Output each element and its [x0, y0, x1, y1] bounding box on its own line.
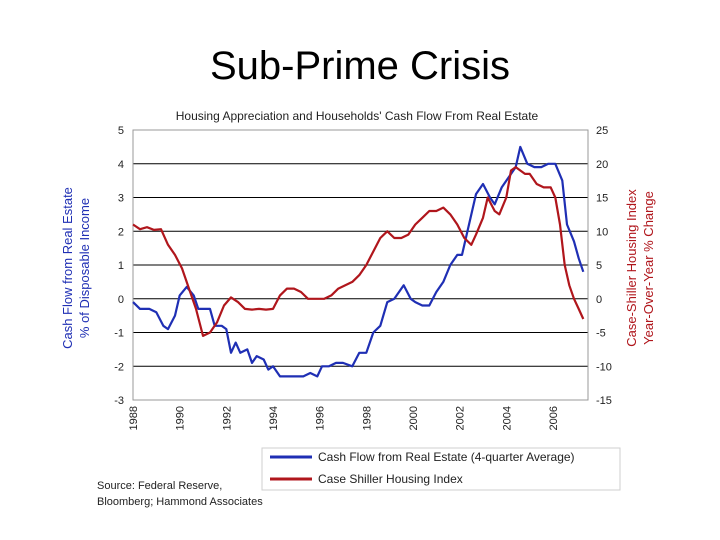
y-tick-label-1: 4 [118, 159, 124, 171]
y2-tick-label-4: 5 [596, 260, 602, 272]
y-tick-label-0: 5 [118, 125, 124, 137]
x-axis-ticks: 1988 1990 1992 1994 1996 1998 2000 2002 2004 2006 [128, 406, 560, 430]
plot-frame [132, 129, 589, 401]
y2-tick-label-5: 0 [596, 294, 602, 306]
y2-tick-label-0: 25 [596, 125, 608, 137]
x-tick-label-6: 2000 [408, 406, 420, 430]
y2-tick-label-6: -5 [596, 328, 606, 340]
slide-title: Sub-Prime Crisis [209, 44, 511, 88]
y2-tick-label-1: 20 [596, 159, 608, 171]
y-axis-label-line-1: Cash Flow from Real Estate [60, 187, 75, 349]
legend-box [261, 447, 621, 491]
chart-title: Housing Appreciation and Households' Cas… [176, 109, 539, 123]
x-tick-label-0: 1988 [128, 406, 140, 430]
y2-tick-label-8: -15 [596, 395, 612, 407]
source-line-2: Bloomberg; Hammond Associates [97, 496, 263, 508]
y-tick-label-8: -3 [114, 395, 124, 407]
y2-tick-label-3: 10 [596, 226, 608, 238]
y2-axis-label-line-2: Year-Over-Year % Change [641, 191, 656, 345]
x-tick-label-4: 1996 [315, 406, 327, 430]
y-tick-label-2: 3 [118, 193, 124, 205]
y2-tick-label-7: -10 [596, 361, 612, 373]
x-tick-label-7: 2002 [455, 406, 467, 430]
y-tick-label-7: -2 [114, 361, 124, 373]
x-tick-label-9: 2006 [548, 406, 560, 430]
legend-label-cash-flow: Cash Flow from Real Estate (4-quarter Av… [318, 450, 575, 464]
x-tick-label-1: 1990 [175, 406, 187, 430]
y-axis-ticks: 5 4 3 2 1 0 -1 -2 -3 [114, 125, 124, 407]
y-tick-label-5: 0 [118, 294, 124, 306]
y-tick-label-3: 2 [118, 226, 124, 238]
x-tick-label-3: 1994 [268, 406, 280, 430]
source-line-1: Source: Federal Reserve, [97, 480, 223, 492]
legend: Cash Flow from Real Estate (4-quarter Av… [261, 447, 621, 491]
x-tick-label-2: 1992 [221, 406, 233, 430]
y-tick-label-4: 1 [118, 260, 124, 272]
source-note: Source: Federal Reserve, Bloomberg; Hamm… [97, 478, 263, 510]
series-line-cash-flow [132, 145, 585, 378]
y-axis-label-line-2: % of Disposable Income [77, 198, 92, 338]
x-tick-label-8: 2004 [501, 406, 513, 430]
y2-tick-label-2: 15 [596, 193, 608, 205]
y2-axis-ticks: 25 20 15 10 5 0 -5 -10 -15 [596, 125, 612, 407]
y-tick-label-6: -1 [114, 328, 124, 340]
series-layer [132, 145, 585, 378]
x-tick-label-5: 1998 [361, 406, 373, 430]
series-line-case-shiller [132, 166, 585, 337]
y2-axis-label-line-1: Case-Shiller Housing Index [624, 189, 639, 347]
legend-label-case-shiller: Case Shiller Housing Index [318, 472, 463, 486]
